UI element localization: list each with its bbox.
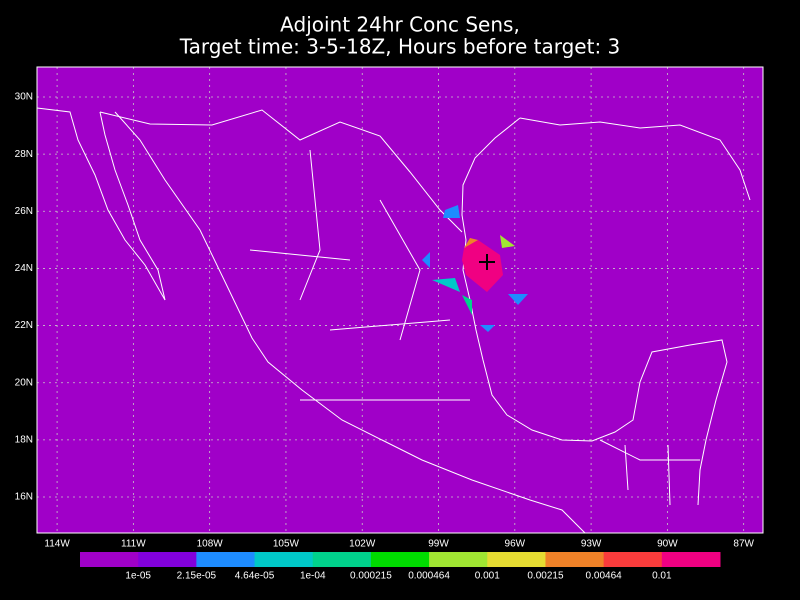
x-tick-label: 108W <box>197 539 224 550</box>
y-tick-label: 22N <box>15 320 33 331</box>
feature <box>462 295 472 315</box>
color-swatch <box>254 552 314 567</box>
y-tick-label: 18N <box>15 434 33 445</box>
x-tick-label: 90W <box>657 539 678 550</box>
feature <box>480 325 495 332</box>
y-tick-label: 16N <box>15 492 33 503</box>
feature <box>464 238 478 248</box>
pacific-coast <box>114 111 586 534</box>
colorbar: 1e-05 2.15e-05 4.64e-05 1e-04 0.000215 0.0004… <box>80 552 721 582</box>
colorbar-label: 2.15e-05 <box>177 571 217 582</box>
color-swatch <box>429 552 488 567</box>
y-tick-label: 26N <box>15 206 33 217</box>
x-tick-label: 102W <box>349 539 376 550</box>
colorbar-label: 0.00215 <box>527 571 564 582</box>
colorbar-label: 1e-05 <box>125 571 151 582</box>
coastlines <box>36 107 751 534</box>
baja <box>36 107 166 301</box>
x-tick-label: 105W <box>273 539 300 550</box>
colorbar-label: 0.00464 <box>586 571 623 582</box>
feature <box>432 278 460 292</box>
color-swatch <box>661 552 721 567</box>
color-swatch <box>545 552 605 567</box>
map-field <box>37 67 763 533</box>
title-line: Target time: 3-5-18Z, Hours before targe… <box>179 35 621 59</box>
states <box>249 149 700 506</box>
y-tick-label: 28N <box>15 149 33 160</box>
max-sensitivity <box>462 240 503 292</box>
color-swatch <box>370 552 430 567</box>
color-swatch <box>487 552 546 567</box>
y-tick-label: 30N <box>15 92 33 103</box>
colorbar-label: 0.000464 <box>408 571 450 582</box>
border <box>99 109 463 233</box>
title-line: Adjoint 24hr Conc Sens, <box>280 13 520 37</box>
map-frame <box>36 66 764 534</box>
y-tick-label: 24N <box>15 263 33 274</box>
colorbar-label: 0.000215 <box>350 571 392 582</box>
color-swatch <box>80 552 139 567</box>
x-tick-label: 99W <box>428 539 449 550</box>
x-tick-label: 87W <box>733 539 754 550</box>
colorbar-label: 0.01 <box>652 571 672 582</box>
feature <box>443 205 460 218</box>
x-tick-label: 114W <box>44 539 70 550</box>
target-marker <box>479 254 495 270</box>
us-coast <box>519 117 751 201</box>
sensitivity-features <box>422 205 528 332</box>
feature <box>508 294 528 305</box>
feature <box>500 235 515 248</box>
color-swatch <box>196 552 256 567</box>
gulf-coast <box>461 117 728 506</box>
grid <box>37 67 763 533</box>
x-tick-label: 111W <box>121 539 146 550</box>
y-tick-label: 20N <box>15 377 33 388</box>
colorbar-label: 4.64e-05 <box>235 571 275 582</box>
color-swatch <box>138 552 197 567</box>
color-swatch <box>312 552 372 567</box>
x-tick-label: 93W <box>581 539 602 550</box>
feature <box>422 252 430 268</box>
x-tick-label: 96W <box>505 539 526 550</box>
colorbar-label: 1e-04 <box>300 571 326 582</box>
colorbar-label: 0.001 <box>475 571 500 582</box>
color-swatch <box>603 552 663 567</box>
